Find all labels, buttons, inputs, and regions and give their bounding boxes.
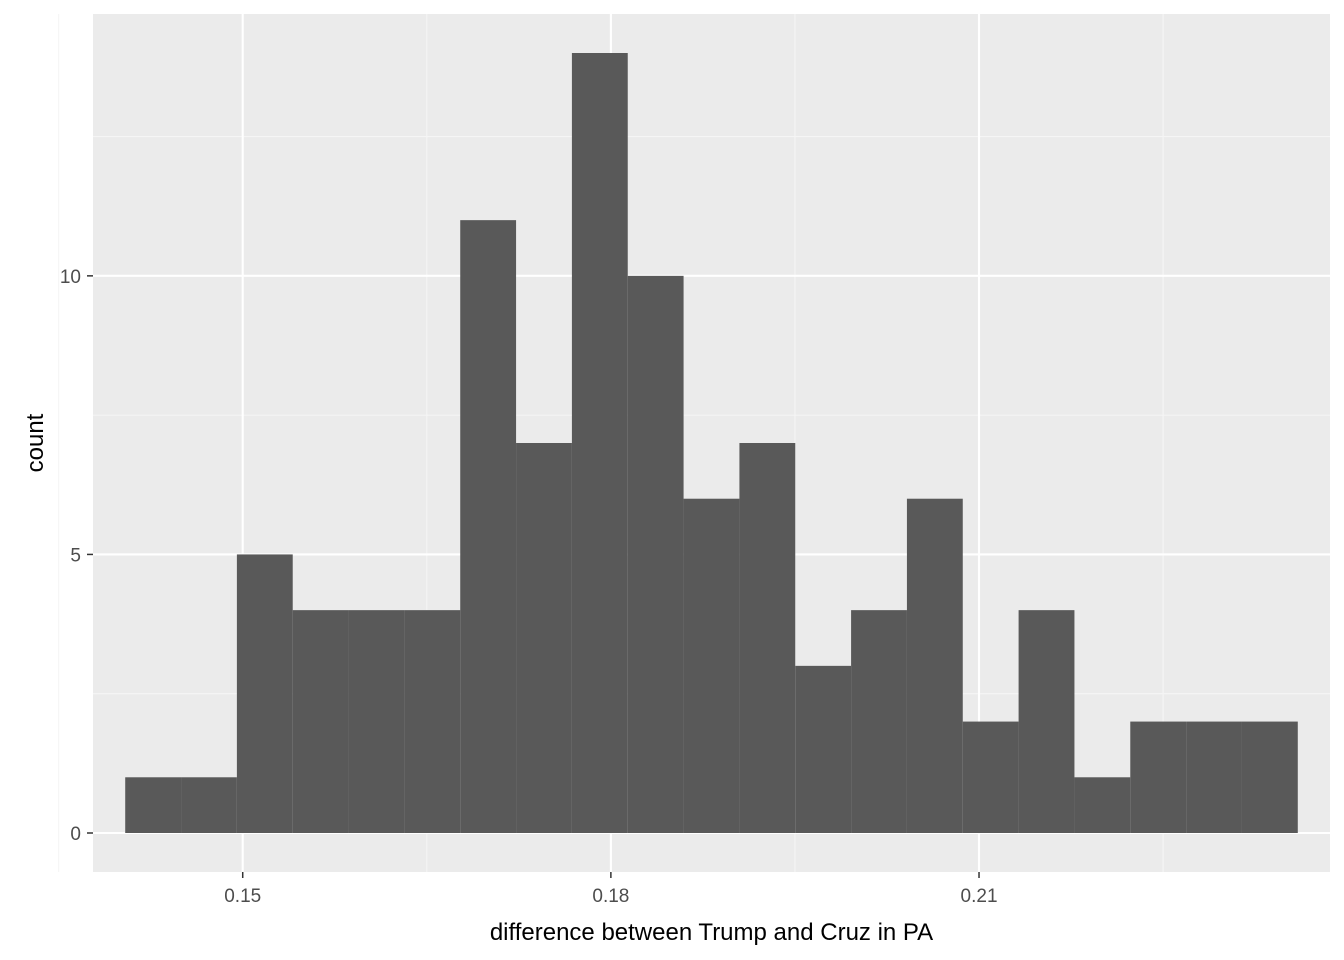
histogram-bar — [404, 610, 461, 833]
x-tick-label: 0.18 — [592, 886, 629, 907]
x-axis-ticks: 0.15 0.18 0.21 — [224, 872, 998, 907]
histogram-bar — [181, 777, 237, 833]
histogram-bar — [516, 443, 572, 833]
y-tick-label: 5 — [70, 545, 81, 566]
y-axis-title: count — [22, 413, 49, 472]
histogram-bar — [236, 554, 293, 833]
histogram-bar — [739, 443, 796, 833]
histogram-bars — [125, 53, 1298, 834]
y-tick-label: 10 — [60, 267, 81, 288]
histogram-bar — [1074, 777, 1131, 833]
histogram-bar — [1186, 721, 1242, 833]
x-axis-title: difference between Trump and Cruz in PA — [490, 919, 933, 946]
histogram-bar — [125, 777, 182, 833]
y-axis-ticks: 0 5 10 — [60, 267, 93, 845]
histogram-bar — [1018, 610, 1075, 833]
histogram-bar — [1241, 721, 1298, 833]
histogram-bar — [348, 610, 405, 833]
histogram-bar — [962, 721, 1019, 833]
histogram-bar — [851, 610, 907, 833]
histogram-bar — [795, 665, 852, 833]
y-tick-label: 0 — [70, 824, 81, 845]
histogram-bar — [906, 498, 963, 833]
x-tick-label: 0.21 — [961, 886, 998, 907]
histogram-bar — [571, 53, 628, 833]
histogram-bar — [460, 220, 517, 834]
histogram-bar — [627, 275, 684, 833]
histogram-bar — [1130, 721, 1187, 833]
histogram-bar — [683, 498, 740, 833]
histogram-bar — [292, 610, 349, 833]
x-tick-label: 0.15 — [224, 886, 261, 907]
